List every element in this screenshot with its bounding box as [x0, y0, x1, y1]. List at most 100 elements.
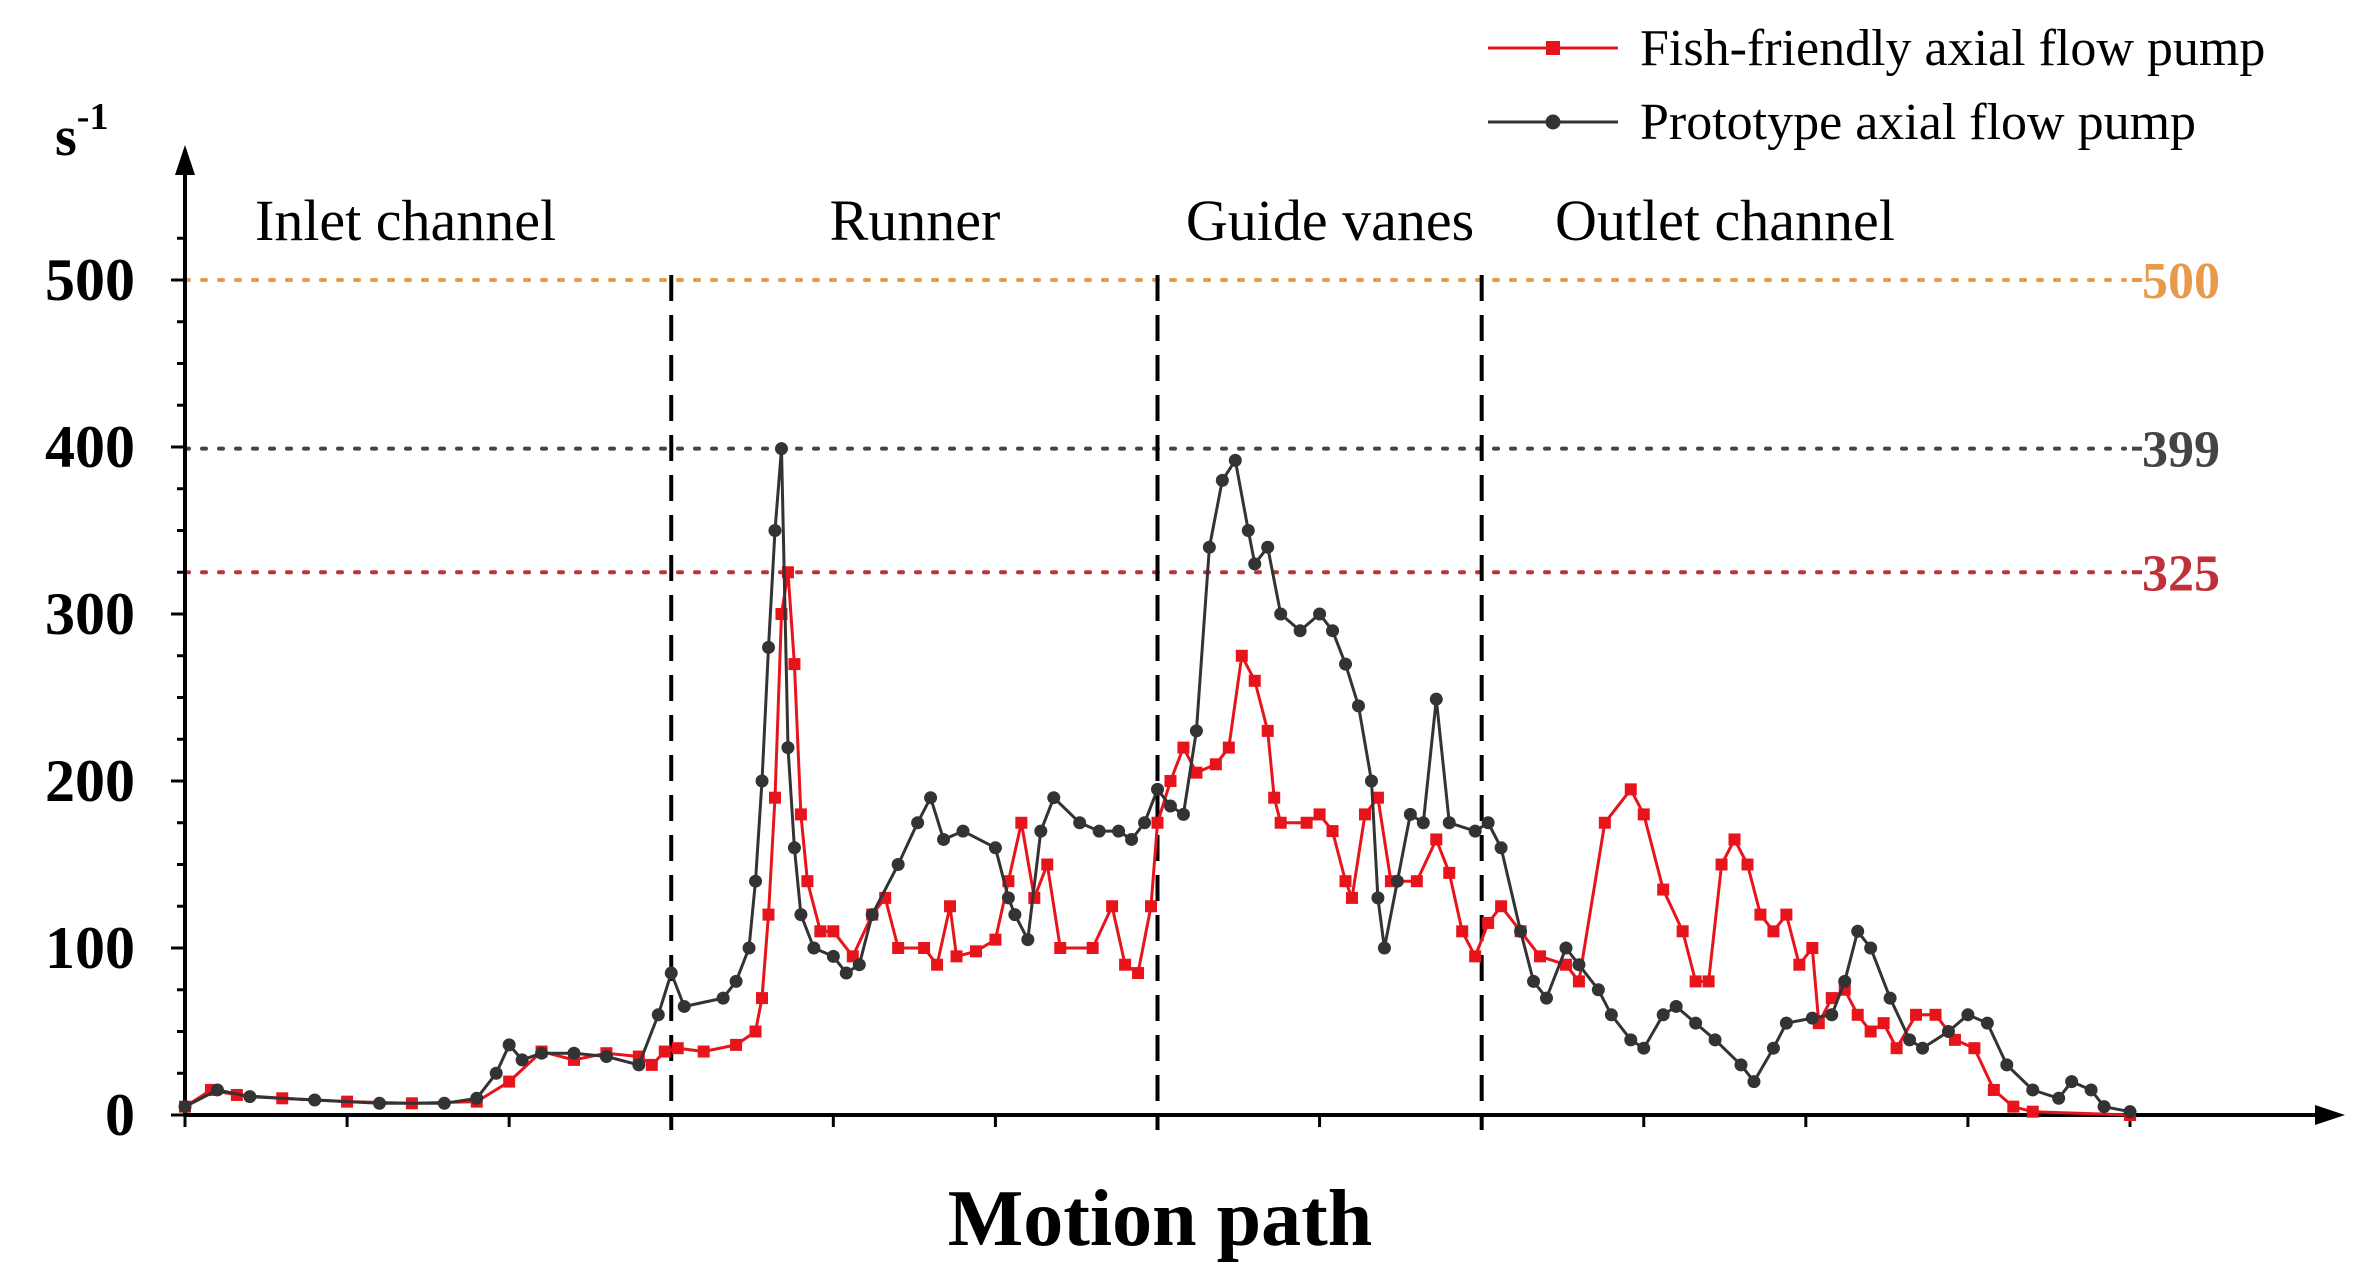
data-point	[1702, 975, 1715, 988]
data-point	[756, 992, 769, 1005]
data-point	[1313, 607, 1327, 621]
y-tick-label: 400	[45, 414, 135, 480]
data-point	[924, 791, 938, 805]
data-point	[839, 966, 853, 980]
data-point	[1351, 699, 1365, 713]
data-point	[535, 1046, 549, 1060]
data-point	[1482, 916, 1495, 929]
data-point	[1851, 924, 1865, 938]
region-labels: Inlet channel Runner Guide vanes Outlet cha…	[255, 188, 1895, 253]
data-point	[762, 908, 775, 921]
data-point	[944, 900, 957, 913]
legend-marker	[1546, 41, 1560, 55]
data-point	[749, 874, 763, 888]
data-point	[1604, 1008, 1618, 1022]
data-point	[632, 1058, 646, 1072]
data-point	[1754, 908, 1767, 921]
data-point	[826, 949, 840, 963]
data-point	[1443, 866, 1456, 879]
reference-label-325: 325	[2142, 545, 2220, 602]
data-point	[1961, 1008, 1975, 1022]
data-point	[373, 1096, 386, 1110]
data-point	[243, 1090, 257, 1104]
data-point	[1177, 741, 1190, 754]
data-point	[1073, 816, 1087, 830]
y-ticks: 0 100 200 300 400 500	[45, 236, 185, 1148]
x-ticks	[183, 1115, 2132, 1127]
data-point	[1469, 950, 1482, 963]
data-point	[1390, 874, 1404, 888]
data-point	[1864, 941, 1878, 955]
data-point	[794, 908, 808, 922]
data-point	[730, 1038, 743, 1051]
data-point	[1215, 473, 1229, 487]
data-point	[2123, 1105, 2137, 1119]
data-point	[1377, 941, 1391, 955]
y-tick-label: 0	[105, 1082, 135, 1148]
data-point	[969, 945, 982, 958]
data-point	[1132, 967, 1145, 980]
data-point	[1106, 900, 1119, 913]
data-point	[781, 741, 795, 755]
data-point	[1119, 958, 1132, 971]
y-tick-label: 100	[45, 915, 135, 981]
data-point	[178, 1100, 192, 1114]
data-point	[2097, 1100, 2111, 1114]
data-point	[1125, 832, 1139, 846]
data-point	[1851, 1008, 1864, 1021]
legend-item: Fish-friendly axial flow pump	[1488, 20, 2265, 77]
data-point	[891, 858, 905, 871]
data-point	[1495, 900, 1508, 913]
data-point	[1825, 1008, 1839, 1022]
y-tick-label: 300	[45, 581, 135, 647]
data-point	[658, 1045, 671, 1058]
data-point	[787, 841, 801, 855]
data-point	[1430, 833, 1443, 846]
data-point	[1741, 858, 1754, 871]
y-tick-label: 200	[45, 748, 135, 814]
region-dividers	[669, 275, 1484, 1130]
data-point	[2026, 1083, 2040, 1097]
legend: Fish-friendly axial flow pump Prototype a…	[1488, 20, 2265, 151]
data-point	[1806, 942, 1819, 954]
data-point	[1313, 808, 1326, 821]
data-point	[768, 791, 781, 804]
data-point	[865, 908, 879, 922]
data-point	[716, 991, 730, 1005]
data-point	[1190, 766, 1203, 779]
data-point	[1624, 783, 1637, 796]
data-point	[768, 524, 782, 537]
data-point	[1838, 974, 1852, 988]
y-axis-unit-sup: -1	[77, 96, 109, 138]
data-point	[1371, 891, 1385, 905]
data-point	[1274, 816, 1287, 829]
data-point	[807, 941, 821, 955]
region-label: Runner	[830, 188, 1001, 253]
data-point	[2084, 1083, 2098, 1097]
data-point	[742, 941, 756, 955]
data-point	[794, 808, 807, 821]
data-point	[1364, 774, 1378, 788]
data-point	[1339, 657, 1353, 671]
data-point	[502, 1038, 516, 1052]
data-point	[308, 1093, 322, 1107]
data-point	[729, 974, 743, 988]
data-point	[1708, 1033, 1722, 1047]
region-label: Guide vanes	[1186, 188, 1474, 253]
data-point	[1540, 991, 1553, 1005]
region-label: Outlet channel	[1555, 188, 1895, 253]
legend-marker	[1545, 114, 1561, 130]
data-point	[1164, 775, 1177, 787]
data-point	[1805, 1011, 1819, 1025]
data-point	[988, 841, 1002, 855]
data-point	[1358, 808, 1371, 821]
data-point	[1779, 1016, 1793, 1030]
data-point	[210, 1083, 224, 1097]
data-point	[1041, 858, 1054, 871]
data-point	[671, 1042, 684, 1055]
data-point	[515, 1053, 529, 1067]
data-point	[774, 442, 788, 456]
reference-label-500: 500	[2142, 253, 2220, 310]
data-point	[1248, 674, 1261, 687]
data-point	[567, 1046, 581, 1060]
